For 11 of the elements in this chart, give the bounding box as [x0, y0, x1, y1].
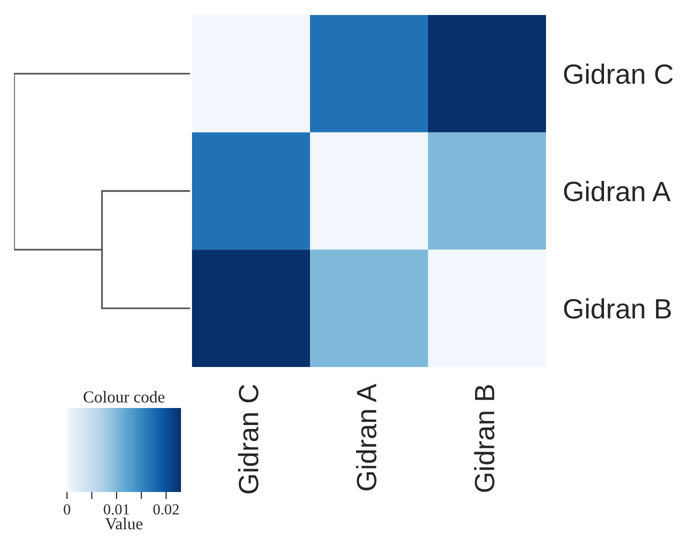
y-tick-label: Gidran C — [564, 64, 673, 84]
color-bar-label: 0.02 — [153, 504, 179, 515]
color-bar-label: 0 — [64, 504, 70, 515]
color-bar-title: Value — [105, 518, 142, 530]
x-tick-label: Gidran A — [356, 384, 376, 490]
x-tick-label: Gidran C — [238, 384, 258, 494]
x-tick-label: Gidran B — [474, 385, 494, 492]
y-tick-label: Gidran A — [564, 180, 671, 202]
legend-title: Colour code — [84, 390, 164, 403]
color-bar-label: 0.01 — [104, 504, 130, 515]
y-tick-label: Gidran B — [564, 298, 671, 319]
